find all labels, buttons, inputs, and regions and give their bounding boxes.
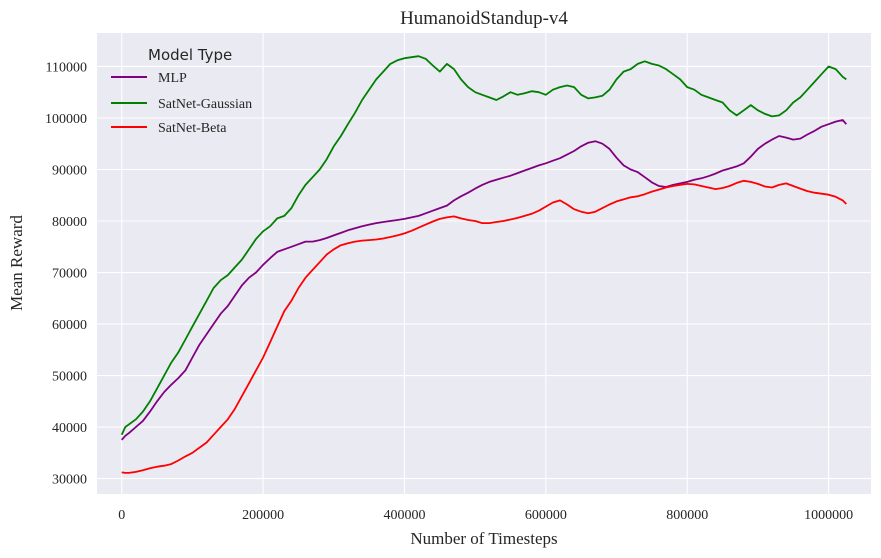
legend-label-satnet-gaussian: SatNet-Gaussian bbox=[158, 97, 252, 112]
x-tick-label: 1000000 bbox=[804, 508, 853, 523]
legend-label-mlp: MLP bbox=[158, 71, 187, 86]
legend-label-satnet-beta: SatNet-Beta bbox=[158, 121, 227, 136]
legend-title: Model Type bbox=[148, 46, 232, 64]
y-tick-label: 80000 bbox=[52, 215, 87, 230]
legend: Model Type MLP SatNet-Gaussian SatNet-Be… bbox=[111, 46, 252, 136]
series-lines bbox=[120, 55, 847, 474]
y-tick-label: 100000 bbox=[45, 112, 87, 127]
y-tick-label: 50000 bbox=[52, 370, 87, 385]
y-tick-label: 110000 bbox=[46, 60, 87, 75]
x-tick-label: 800000 bbox=[666, 508, 708, 523]
tick-labels: 0 200000 400000 600000 800000 1000000 30000 400… bbox=[45, 60, 853, 523]
series-line-satnet-beta bbox=[121, 179, 847, 474]
chart-title: HumanoidStandup-v4 bbox=[400, 8, 568, 29]
x-tick-label: 0 bbox=[118, 508, 125, 523]
y-tick-label: 90000 bbox=[52, 163, 87, 178]
series-line-satnet-gaussian bbox=[120, 55, 847, 436]
y-tick-label: 70000 bbox=[52, 267, 87, 282]
y-axis-label: Mean Reward bbox=[7, 215, 26, 311]
x-tick-label: 200000 bbox=[242, 508, 284, 523]
plot-background bbox=[97, 33, 871, 494]
grid-lines bbox=[97, 33, 871, 494]
x-tick-label: 600000 bbox=[525, 508, 567, 523]
y-tick-label: 40000 bbox=[52, 421, 87, 436]
x-tick-label: 400000 bbox=[383, 508, 425, 523]
series-line-mlp bbox=[121, 119, 847, 441]
y-tick-label: 30000 bbox=[52, 473, 87, 488]
y-tick-label: 60000 bbox=[52, 318, 87, 333]
x-axis-label: Number of Timesteps bbox=[410, 529, 557, 548]
